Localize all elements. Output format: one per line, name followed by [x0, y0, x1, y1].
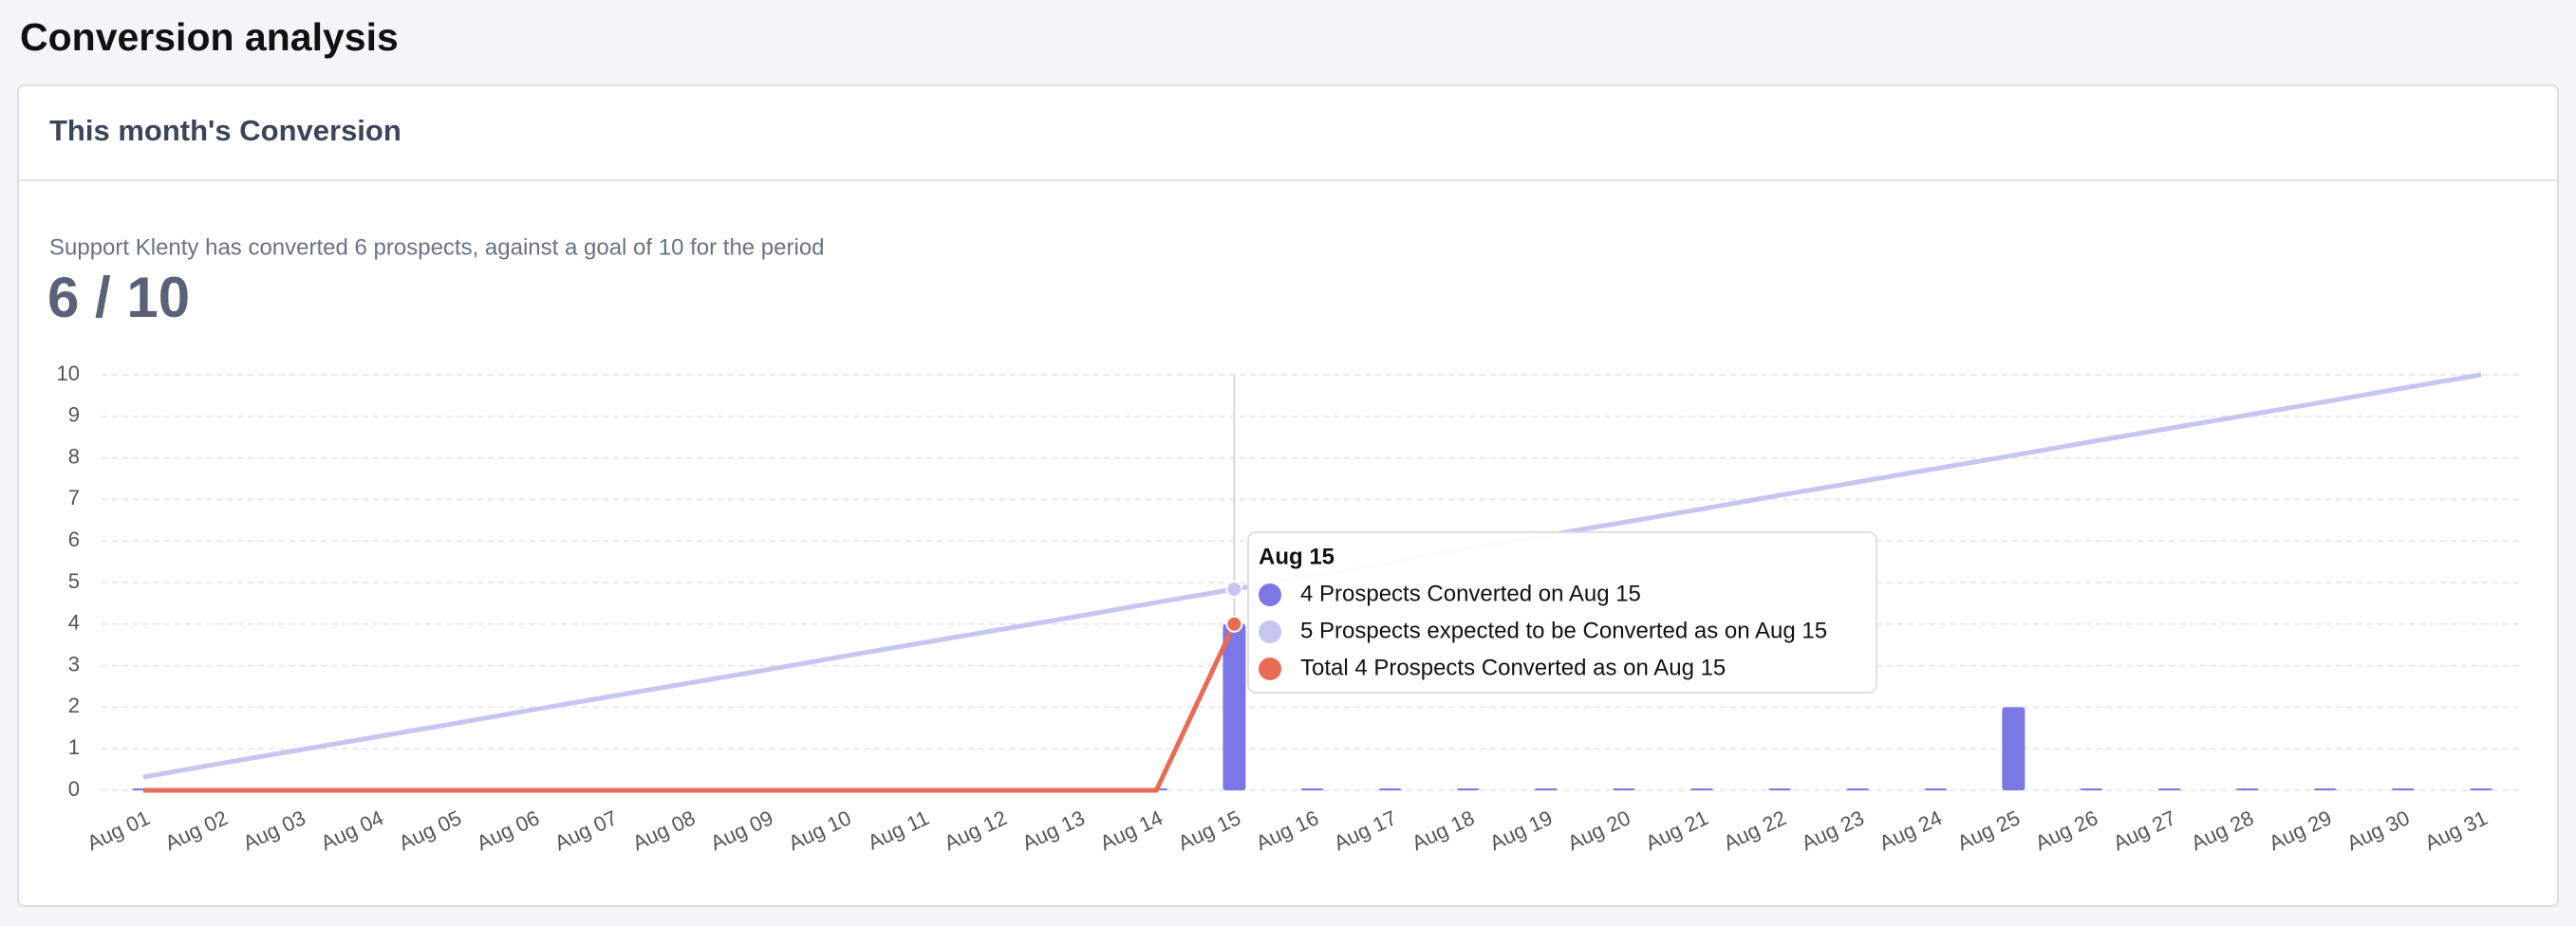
summary: Support Klenty has converted 6 prospects… — [49, 234, 825, 260]
bar — [1378, 788, 1402, 790]
bar — [1924, 788, 1948, 790]
y-tick-label: 9 — [68, 403, 80, 427]
tooltip-box — [1247, 531, 1877, 694]
card-title: This month's Conversion — [49, 114, 401, 147]
y-tick-label: 0 — [68, 777, 80, 801]
bar — [2157, 788, 2181, 790]
bar — [2313, 788, 2337, 790]
bar — [1223, 623, 1246, 790]
y-tick-label: 6 — [68, 528, 80, 551]
bar — [2391, 788, 2415, 790]
y-tick-label: 8 — [68, 444, 80, 468]
tooltip: Aug 15 4 Prospects Converted on Aug 15 5 P… — [1247, 531, 1877, 694]
y-tick-label: 1 — [68, 735, 80, 759]
tooltip-swatch — [1259, 657, 1281, 680]
hover-dot — [1225, 615, 1243, 633]
tooltip-item: Total 4 Prospects Converted as on Aug 15 — [1300, 655, 1726, 680]
bar — [1690, 788, 1713, 790]
bar — [1456, 788, 1480, 790]
bar — [2080, 788, 2103, 790]
hover-dot — [1225, 581, 1243, 599]
y-tick-label: 2 — [68, 694, 80, 717]
y-tick-label: 10 — [57, 361, 80, 385]
tooltip-item: 4 Prospects Converted on Aug 15 — [1300, 581, 1641, 606]
tooltip-item: 5 Prospects expected to be Converted as … — [1300, 618, 1827, 643]
tooltip-swatch — [1259, 620, 1281, 643]
line — [143, 622, 1237, 793]
y-tick-label: 5 — [68, 569, 80, 593]
bar — [2235, 788, 2259, 790]
tooltip-title: Aug 15 — [1259, 544, 1335, 569]
bar — [1846, 788, 1870, 790]
tooltip-swatch — [1259, 583, 1281, 606]
score: 6 / 10 — [47, 266, 190, 329]
y-tick-label: 7 — [68, 486, 80, 509]
bar — [1768, 788, 1792, 790]
bar — [1612, 788, 1635, 790]
bar — [1534, 788, 1558, 790]
bar — [2470, 788, 2492, 790]
bar — [2002, 707, 2025, 790]
y-tick-label: 3 — [68, 652, 80, 676]
y-tick-label: 4 — [68, 611, 80, 635]
bar — [1300, 788, 1324, 790]
card — [17, 84, 2559, 907]
page-title: Conversion analysis — [20, 15, 399, 59]
